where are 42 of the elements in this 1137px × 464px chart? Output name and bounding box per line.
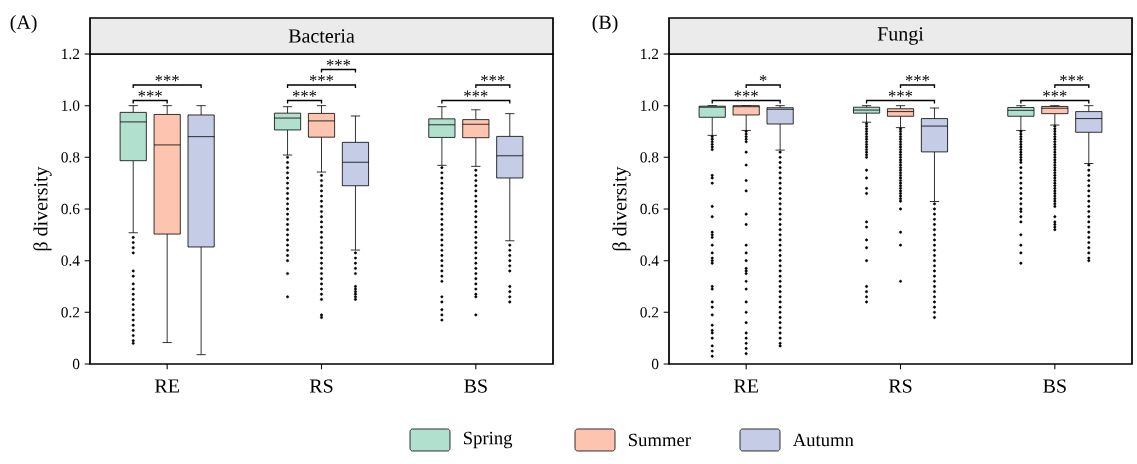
annotation: *** [309,75,334,82]
y-tick-label: 0.4 [640,255,659,266]
x-tick-label: RS [888,379,912,393]
y-tick-label: 1.2 [62,48,80,60]
legend-label: Summer [628,433,691,447]
y-axis-title: β diversity [33,166,52,251]
annotation: *** [464,90,488,97]
annotation: *** [155,75,179,82]
annotation: *** [326,59,351,66]
y-tick-label: 1.0 [62,100,80,111]
annotation: * [759,75,767,82]
annotation: *** [292,90,317,97]
annotation: *** [905,75,930,82]
y-tick-label: 0 [651,358,659,370]
x-tick-label: BS [464,379,487,393]
x-tick-label: RE [154,379,179,393]
y-tick-label: 0.2 [640,307,659,318]
chart-title: Bacteria [288,29,355,43]
y-tick-label: 0.6 [640,203,659,215]
annotation: *** [734,90,758,97]
y-tick-label: 0.4 [61,255,80,266]
y-tick-label: 0.8 [640,152,659,163]
legend-label: Autumn [792,433,854,447]
text: (B) [592,14,618,34]
legend-label: Spring [463,431,513,449]
annotation: *** [1043,90,1067,97]
y-tick-label: 0 [72,358,80,370]
y-axis-title: β diversity [612,166,631,251]
y-tick-label: 0.6 [61,203,80,215]
y-tick-label: 1.2 [641,48,659,60]
x-tick-label: RE [733,379,758,393]
y-tick-label: 0.2 [61,307,80,318]
y-tick-label: 0.8 [61,152,80,163]
text: (A) [10,14,37,34]
chart-title: Fungi [877,27,924,45]
y-tick-label: 1.0 [641,100,659,111]
annotation: *** [1060,75,1084,82]
x-tick-label: BS [1043,379,1066,393]
annotation: *** [888,90,913,97]
annotation: *** [481,75,505,82]
x-tick-label: RS [309,379,333,393]
annotation: *** [138,90,162,97]
